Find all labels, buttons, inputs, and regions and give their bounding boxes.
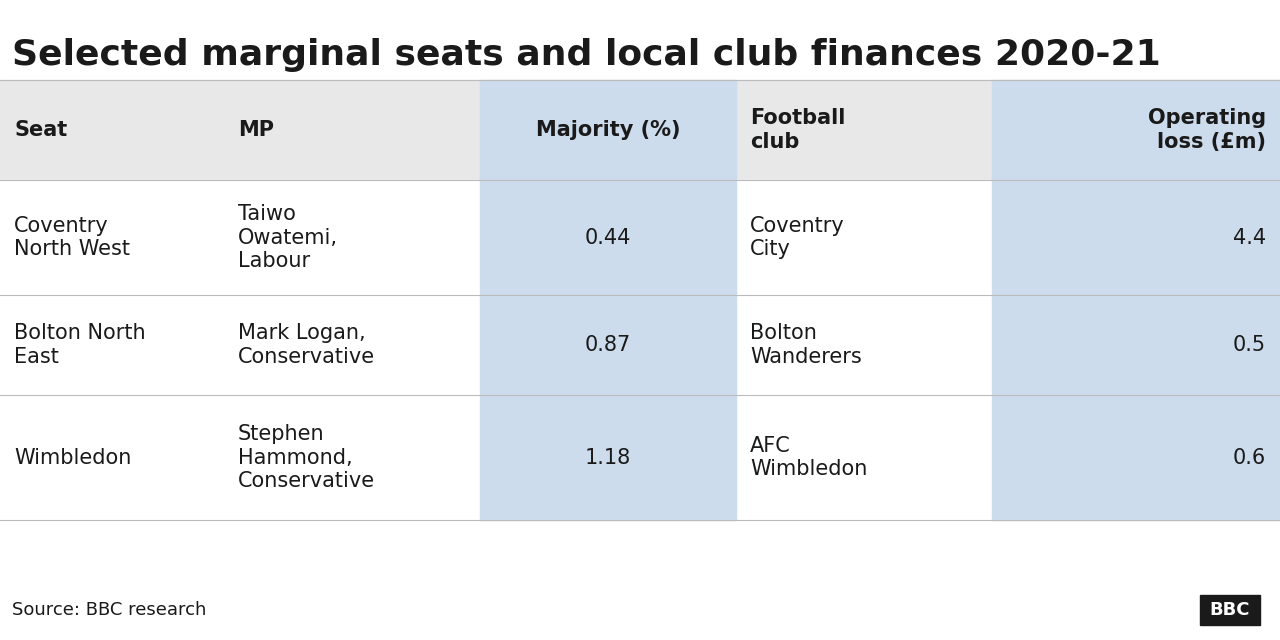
Bar: [0, 80, 1280, 180]
Bar: [480, 395, 736, 520]
Text: Operating
loss (£m): Operating loss (£m): [1148, 108, 1266, 152]
Bar: [0, 180, 1280, 295]
Text: 0.6: 0.6: [1233, 447, 1266, 467]
Bar: [992, 295, 1280, 395]
Text: AFC
Wimbledon: AFC Wimbledon: [750, 436, 868, 479]
Text: Source: BBC research: Source: BBC research: [12, 601, 206, 619]
Text: Taiwo
Owatemi,
Labour: Taiwo Owatemi, Labour: [238, 204, 338, 271]
Text: Mark Logan,
Conservative: Mark Logan, Conservative: [238, 323, 375, 367]
Bar: [480, 80, 736, 180]
Text: Coventry
City: Coventry City: [750, 216, 845, 259]
Bar: [0, 295, 1280, 395]
Bar: [480, 180, 736, 295]
Bar: [992, 395, 1280, 520]
Text: 0.44: 0.44: [585, 227, 631, 248]
Text: Seat: Seat: [14, 120, 68, 140]
Text: 1.18: 1.18: [585, 447, 631, 467]
Text: 0.5: 0.5: [1233, 335, 1266, 355]
Text: Coventry
North West: Coventry North West: [14, 216, 131, 259]
Text: Majority (%): Majority (%): [536, 120, 680, 140]
Text: 0.87: 0.87: [585, 335, 631, 355]
Text: BBC: BBC: [1210, 601, 1251, 619]
Text: Bolton
Wanderers: Bolton Wanderers: [750, 323, 861, 367]
Text: Football
club: Football club: [750, 108, 845, 152]
Text: Selected marginal seats and local club finances 2020-21: Selected marginal seats and local club f…: [12, 38, 1161, 72]
Text: Bolton North
East: Bolton North East: [14, 323, 146, 367]
Text: Wimbledon: Wimbledon: [14, 447, 132, 467]
Bar: [480, 295, 736, 395]
Bar: [992, 80, 1280, 180]
Bar: [1201, 595, 1260, 625]
Bar: [0, 395, 1280, 520]
Bar: [992, 180, 1280, 295]
Text: Stephen
Hammond,
Conservative: Stephen Hammond, Conservative: [238, 424, 375, 491]
Text: 4.4: 4.4: [1233, 227, 1266, 248]
Text: MP: MP: [238, 120, 274, 140]
